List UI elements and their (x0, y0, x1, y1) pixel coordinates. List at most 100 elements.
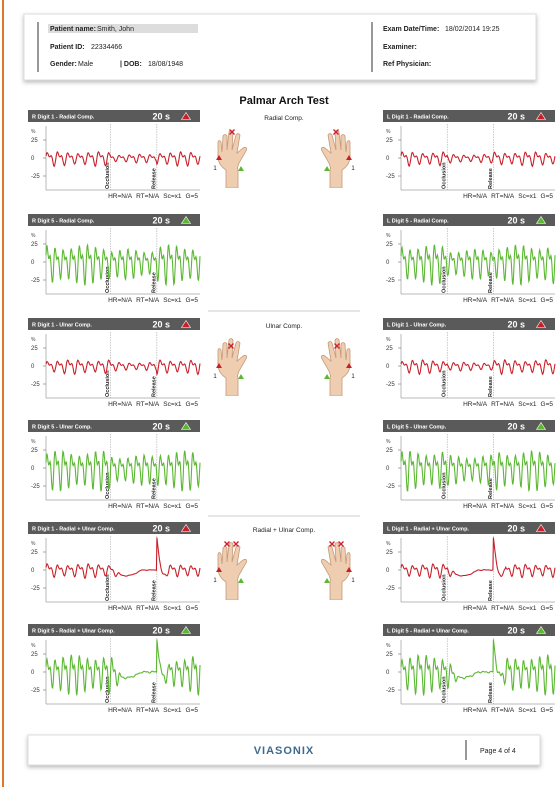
marker-label: Release (151, 272, 157, 293)
value: 18/02/2014 19:25 (445, 26, 500, 33)
y-tick-label: -25 (31, 688, 40, 694)
stat: Sc=x1 (163, 193, 182, 200)
duration: 20 s (507, 626, 525, 636)
waveform (45, 537, 201, 580)
panel: R Digit 5 - Ulnar Comp. 20 s%250-25 Occlus… (28, 420, 201, 510)
y-tick-label: 0 (31, 260, 35, 266)
waveform (400, 244, 556, 287)
indicator (238, 578, 244, 583)
status-icon (180, 319, 192, 328)
panel: L Digit 5 - Ulnar Comp. 20 s% 25 0 -25 Occlus… (383, 420, 556, 510)
y-tick-label: 25 (31, 242, 38, 248)
duration: 20 s (152, 216, 170, 226)
y-tick-label: 0 (31, 364, 35, 370)
duration: 20 s (152, 112, 170, 122)
panel-header (28, 522, 200, 534)
marker-label: Occlusion (105, 162, 111, 189)
y-tick-label: 0 (386, 156, 390, 162)
waveform (400, 151, 556, 168)
panel-title: R Digit 1 - Radial + Ulnar Comp. (32, 527, 115, 533)
waveform (400, 639, 556, 696)
y-tick-label: -25 (31, 382, 40, 388)
panel-title: R Digit 1 - Radial Comp. (32, 115, 95, 121)
indicator (346, 567, 352, 572)
stat: G=5 (541, 297, 554, 304)
indicator (216, 363, 222, 368)
y-tick-label: 0 (31, 156, 35, 162)
status-icon (180, 625, 192, 634)
unit: % (31, 643, 36, 649)
marker-label: Release (488, 478, 494, 499)
unit: % (31, 541, 36, 547)
value: 18/08/1948 (148, 61, 183, 68)
duration: 20 s (152, 524, 170, 534)
y-tick-label: 25 (386, 550, 393, 556)
panel-header (383, 522, 555, 534)
panel: L Digit 1 - Radial Comp. 20 s% 25 0 -25 Occlu… (383, 110, 556, 200)
stat: HR=N/A (108, 401, 133, 408)
stat: Sc=x1 (518, 297, 537, 304)
y-tick-label: 25 (31, 550, 38, 556)
panel-title: L Digit 5 - Radial Comp. (387, 219, 449, 225)
y-tick-label: 25 (31, 448, 38, 454)
digit-label: 1 (213, 166, 217, 172)
panel: R Digit 5 - Radial + Ulnar Comp. 20 s% 25 0… (28, 624, 201, 714)
panel: R Digit 1 - Ulnar Comp. 20 s% 25 0 -25 Occlus… (28, 318, 201, 408)
panel-title: R Digit 5 - Radial + Ulnar Comp. (32, 629, 115, 635)
panel-title: R Digit 5 - Ulnar Comp. (32, 425, 92, 431)
stat: HR=N/A (463, 503, 488, 510)
stat: Sc=x1 (518, 503, 537, 510)
waveform (45, 242, 201, 287)
status-icon (180, 421, 192, 430)
y-tick-label: -25 (31, 484, 40, 490)
panel: R Digit 1 - Radial + Ulnar Comp. 20 s% 25 0… (28, 522, 201, 612)
compression-mark (334, 343, 340, 349)
stat: G=5 (186, 297, 199, 304)
panel-title: R Digit 5 - Radial Comp. (32, 219, 95, 225)
panel-title: R Digit 1 - Ulnar Comp. (32, 323, 92, 329)
hand (217, 130, 247, 188)
status-icon (535, 523, 547, 532)
indicator (216, 567, 222, 572)
panel-header (383, 420, 555, 432)
panel-header (28, 110, 200, 122)
indicator (324, 578, 330, 583)
stat: Sc=x1 (163, 605, 182, 612)
marker-label: Release (151, 478, 157, 499)
digit-label: 1 (351, 578, 355, 584)
duration: 20 s (507, 216, 525, 226)
stat: HR=N/A (463, 297, 488, 304)
unit: % (31, 439, 36, 445)
stat: RT=N/A (491, 401, 515, 408)
y-tick-label: -25 (386, 688, 395, 694)
panel-header (383, 624, 555, 636)
marker-label: Release (488, 376, 494, 397)
unit: % (386, 129, 391, 135)
marker-label: Occlusion (442, 162, 448, 189)
label: Exam Date/Time: (383, 26, 439, 33)
stat: HR=N/A (108, 707, 133, 714)
stat: HR=N/A (108, 605, 133, 612)
unit: % (31, 129, 36, 135)
label: Gender: (50, 61, 77, 68)
y-tick-label: 0 (386, 466, 390, 472)
duration: 20 s (507, 422, 525, 432)
duration: 20 s (152, 626, 170, 636)
panel: L Digit 1 - Radial + Ulnar Comp. 20 s% 25 0… (383, 522, 556, 612)
status-icon (535, 319, 547, 328)
stat: Sc=x1 (163, 297, 182, 304)
panel-header (383, 214, 555, 226)
y-tick-label: 25 (31, 346, 38, 352)
marker-label: Occlusion (442, 370, 448, 397)
status-icon (535, 421, 547, 430)
compression-mark (233, 541, 239, 547)
stat: Sc=x1 (163, 707, 182, 714)
label: Patient ID: (50, 44, 85, 51)
panel: R Digit 1 - Radial Comp. 20 s% 25 0 -25 Occlu… (28, 110, 201, 200)
panel-title: L Digit 1 - Radial + Ulnar Comp. (387, 527, 469, 533)
stat: G=5 (541, 605, 554, 612)
stat: HR=N/A (463, 193, 488, 200)
stat: RT=N/A (136, 193, 160, 200)
compression-mark (329, 541, 335, 547)
